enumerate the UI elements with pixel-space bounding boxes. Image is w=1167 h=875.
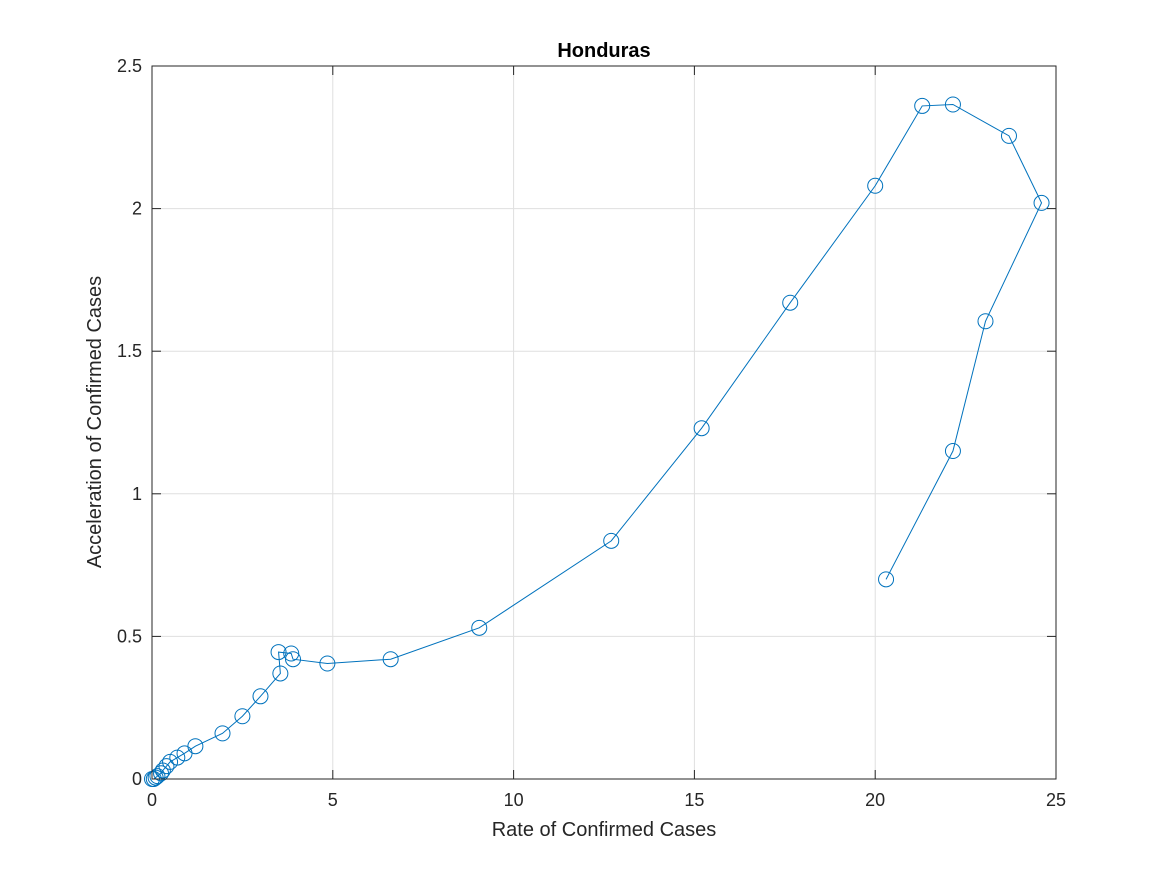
data-point xyxy=(158,758,175,775)
data-point xyxy=(272,665,289,682)
y-tick-label: 0 xyxy=(132,769,142,789)
data-point xyxy=(270,644,287,661)
data-point xyxy=(914,97,931,114)
x-tick-label: 20 xyxy=(865,790,885,810)
data-point xyxy=(944,443,961,460)
data-point xyxy=(867,177,884,194)
x-tick-label: 5 xyxy=(328,790,338,810)
data-point xyxy=(283,645,300,662)
data-series xyxy=(144,96,1050,787)
data-point xyxy=(187,738,204,755)
data-point xyxy=(471,619,488,636)
data-point xyxy=(285,651,302,668)
data-point xyxy=(878,571,895,588)
data-point xyxy=(1033,194,1050,211)
data-point xyxy=(382,651,399,668)
y-tick-label: 0.5 xyxy=(117,626,142,646)
data-point xyxy=(693,420,710,437)
data-point xyxy=(149,768,166,785)
series-line xyxy=(152,103,1043,780)
y-tick-label: 2.5 xyxy=(117,56,142,76)
x-axis-label: Rate of Confirmed Cases xyxy=(492,819,717,841)
data-point xyxy=(1000,127,1017,144)
data-point xyxy=(252,688,269,705)
data-point xyxy=(319,655,336,672)
x-tick-label: 15 xyxy=(684,790,704,810)
data-point xyxy=(234,708,251,725)
axes-box xyxy=(151,65,1057,780)
ticks xyxy=(151,65,1057,780)
data-point xyxy=(214,725,231,742)
data-point xyxy=(977,313,994,330)
x-tick-label: 0 xyxy=(147,790,157,810)
y-axis-label: Acceleration of Confirmed Cases xyxy=(84,276,106,568)
markers xyxy=(144,96,1050,787)
data-point xyxy=(782,294,799,311)
tick-labels: 0 5 10 15 20 25 0 0.5 1 1.5 2 2.5 xyxy=(117,56,1066,810)
x-tick-label: 25 xyxy=(1046,790,1066,810)
data-point xyxy=(603,532,620,549)
data-point xyxy=(944,96,961,113)
y-tick-label: 2 xyxy=(132,199,142,219)
grid xyxy=(151,65,1057,780)
y-tick-label: 1.5 xyxy=(117,341,142,361)
x-tick-label: 10 xyxy=(504,790,524,810)
y-tick-label: 1 xyxy=(132,484,142,504)
chart-title: Honduras xyxy=(557,40,650,62)
